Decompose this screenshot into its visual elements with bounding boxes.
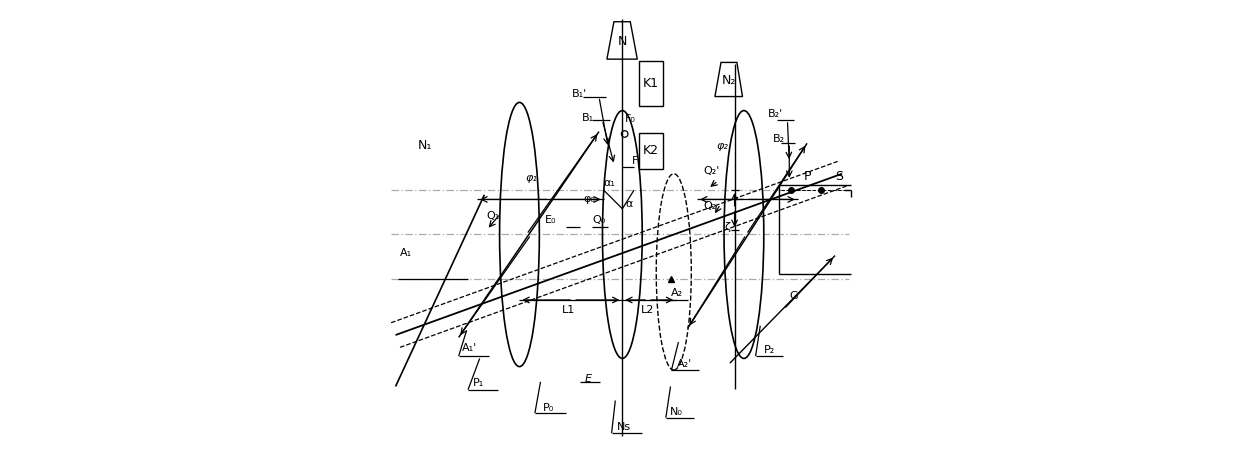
Text: A₂': A₂' xyxy=(677,360,692,370)
Text: G: G xyxy=(790,291,799,301)
Text: P₀: P₀ xyxy=(543,402,554,413)
Text: K1: K1 xyxy=(642,77,658,91)
Text: F₀: F₀ xyxy=(625,113,636,123)
Text: B₂: B₂ xyxy=(773,134,785,144)
Text: P₁: P₁ xyxy=(474,378,485,388)
Text: Ns: Ns xyxy=(616,422,631,432)
Text: α₁: α₁ xyxy=(604,178,615,188)
Text: E₀: E₀ xyxy=(546,215,557,226)
Text: φ₁: φ₁ xyxy=(526,174,537,183)
Text: F: F xyxy=(632,156,639,166)
Text: A₁: A₁ xyxy=(401,248,413,258)
Text: P: P xyxy=(804,170,811,182)
Text: B₁': B₁' xyxy=(572,89,587,99)
Text: Q₁: Q₁ xyxy=(486,211,500,221)
Text: ζ: ζ xyxy=(724,222,730,233)
Text: Q₀: Q₀ xyxy=(593,215,605,226)
Text: L1: L1 xyxy=(562,305,575,315)
Text: φ₂: φ₂ xyxy=(717,141,729,151)
Text: Q₂': Q₂' xyxy=(703,166,719,176)
Text: N₀: N₀ xyxy=(670,407,682,417)
Text: K2: K2 xyxy=(642,144,658,157)
Text: N₂: N₂ xyxy=(722,74,737,87)
Text: E: E xyxy=(585,373,591,384)
Text: L2: L2 xyxy=(641,305,655,315)
Text: B₂': B₂' xyxy=(768,109,782,119)
Text: Q₂: Q₂ xyxy=(703,201,717,211)
Text: S: S xyxy=(835,170,843,182)
Text: B₁: B₁ xyxy=(582,113,594,122)
Text: φ₀: φ₀ xyxy=(584,195,595,204)
Text: A₁': A₁' xyxy=(461,343,477,353)
Text: N: N xyxy=(618,35,627,48)
Text: N₁: N₁ xyxy=(418,139,432,152)
Text: α: α xyxy=(626,199,634,209)
Text: A₂: A₂ xyxy=(671,288,683,298)
Text: P₂: P₂ xyxy=(764,346,775,356)
